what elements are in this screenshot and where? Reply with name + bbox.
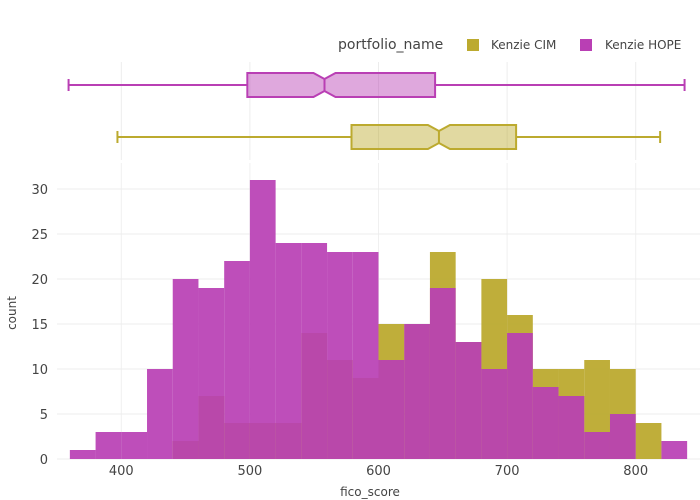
axis-ticks: 400 500 600 700 800 0 5 10 15 20 25 30 [31, 183, 648, 479]
bar-s1-680 [481, 369, 508, 459]
x-tick-label-400: 400 [109, 464, 134, 479]
legend-swatch-kenzie-cim[interactable] [467, 39, 479, 51]
histogram-bars [69, 180, 688, 459]
legend: portfolio_name Kenzie CIM Kenzie HOPE [338, 37, 681, 53]
bar-s1-780 [609, 414, 636, 459]
box-body-1 [246, 72, 437, 98]
bar-s1-360 [69, 450, 96, 459]
legend-title: portfolio_name [338, 37, 443, 53]
x-tick-label-800: 800 [623, 464, 648, 479]
y-tick-label-25: 25 [31, 228, 48, 243]
bar-s1-620 [404, 324, 430, 459]
bar-s1-820 [661, 441, 688, 459]
legend-label-kenzie-cim[interactable]: Kenzie CIM [491, 38, 556, 52]
bar-s1-720 [532, 387, 559, 459]
bar-s1-500 [249, 180, 276, 459]
bar-s1-640 [429, 288, 456, 459]
boxplot-gridlines [120, 62, 637, 160]
bar-s1-760 [584, 432, 610, 459]
bar-s1-440 [172, 279, 199, 459]
legend-swatch-kenzie-hope[interactable] [580, 39, 592, 51]
y-tick-label-0: 0 [40, 453, 48, 468]
bar-s1-700 [507, 333, 533, 459]
bar-s1-480 [224, 261, 250, 459]
bar-s1-520 [275, 243, 302, 459]
y-tick-label-30: 30 [31, 183, 48, 198]
legend-label-kenzie-hope[interactable]: Kenzie HOPE [605, 38, 681, 52]
y-tick-label-5: 5 [40, 408, 48, 423]
bar-s1-580 [352, 252, 379, 459]
bar-s1-740 [558, 396, 585, 459]
y-tick-label-10: 10 [31, 363, 48, 378]
bar-s1-460 [198, 288, 225, 459]
bar-s1-600 [378, 360, 405, 459]
bar-s1-420 [147, 369, 173, 459]
bar-s1-660 [455, 342, 482, 459]
box-body-0 [350, 124, 518, 150]
x-tick-label-600: 600 [366, 464, 391, 479]
x-tick-label-500: 500 [237, 464, 262, 479]
bar-s1-380 [95, 432, 122, 459]
boxplots [67, 72, 686, 150]
bar-s1-560 [327, 252, 353, 459]
bar-s1-400 [121, 432, 148, 459]
bar-s1-540 [301, 243, 328, 459]
y-axis-title: count [5, 296, 19, 330]
x-tick-label-700: 700 [495, 464, 520, 479]
x-axis-title: fico_score [340, 485, 400, 499]
y-tick-label-15: 15 [31, 318, 48, 333]
y-tick-label-20: 20 [31, 273, 48, 288]
bar-s0-800 [635, 423, 662, 459]
